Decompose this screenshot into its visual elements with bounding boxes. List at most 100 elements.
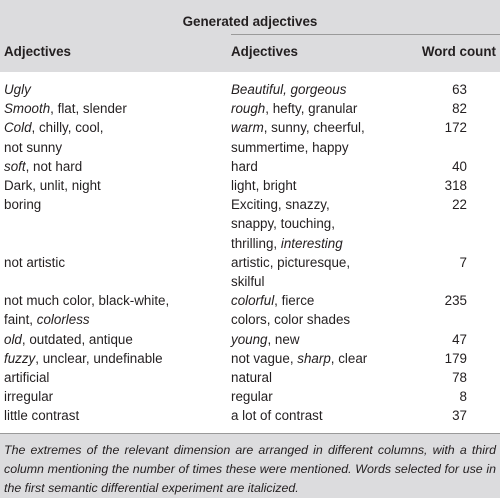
adjective-text: colors, color shades [231, 312, 351, 328]
adjective-text: , new [267, 331, 300, 347]
title-divider [231, 34, 500, 35]
positive-adjectives-cell: natural [231, 368, 426, 387]
adjective-text: artificial [4, 369, 50, 385]
italic-adjective: young [231, 331, 268, 347]
negative-adjectives-cell: Smooth, flat, slender [4, 99, 229, 118]
negative-adjectives-cell: fuzzy, unclear, undefinable [4, 349, 229, 368]
adjective-text: Exciting, snazzy, [231, 197, 330, 213]
positive-adjectives-cell: Exciting, snazzy, snappy, touching, thrill… [231, 195, 426, 253]
word-count-cell: 37 [452, 408, 467, 424]
table-row: Dark, unlit, night light, bright 318 [0, 176, 500, 195]
italic-adjective: interesting [280, 235, 343, 251]
word-count-cell: 22 [452, 197, 467, 213]
italic-adjective: Ugly [4, 82, 31, 97]
negative-adjectives-cell: Cold, chilly, cool, not sunny [4, 118, 229, 156]
italic-adjective: soft [4, 158, 26, 174]
table-body: Ugly Beautiful, gorgeous 63 Smooth, flat, s… [0, 80, 500, 425]
italic-adjective: warm [231, 120, 264, 136]
negative-adjectives-cell: little contrast [4, 406, 229, 425]
positive-adjectives-cell: a lot of contrast [231, 406, 426, 425]
table-footnote: The extremes of the relevant dimension a… [4, 443, 496, 495]
table-row: Ugly Beautiful, gorgeous 63 [0, 80, 500, 99]
negative-adjectives-cell: soft, not hard [4, 157, 229, 176]
adjective-text: , unclear, undefinable [35, 350, 163, 366]
adjective-text: not much color, black-white, [4, 293, 170, 309]
adjective-text: a lot of contrast [231, 408, 323, 424]
positive-adjectives-cell: warm, sunny, cheerful, summertime, happy [231, 118, 426, 156]
table-row: fuzzy, unclear, undefinable not vague, sh… [0, 349, 500, 368]
positive-adjectives-cell: colorful, fierce colors, color shades [231, 291, 426, 329]
table-row: artificial natural 78 [0, 368, 500, 387]
table-row: not much color, black-white, faint, color… [0, 291, 500, 329]
header-band [0, 0, 500, 72]
table-row: old, outdated, antique young, new 47 [0, 330, 500, 349]
positive-adjectives-cell: Beautiful, gorgeous [231, 80, 426, 99]
adjective-text: natural [231, 369, 272, 385]
positive-adjectives-cell: not vague, sharp, clear [231, 349, 426, 368]
adjective-text: , chilly, cool, [31, 120, 104, 136]
italic-adjective: rough [231, 101, 266, 117]
negative-adjectives-cell: old, outdated, antique [4, 330, 229, 349]
word-count-cell: 172 [444, 120, 467, 136]
table-row: Cold, chilly, cool, not sunny warm, sunny,… [0, 118, 500, 156]
adjective-text: boring [4, 197, 42, 213]
word-count-cell: 318 [444, 177, 467, 193]
word-count-cell: 8 [459, 389, 467, 405]
adjective-text: not sunny [4, 139, 63, 155]
adjective-text: little contrast [4, 408, 80, 424]
italic-adjective: colorful [231, 293, 275, 309]
adjective-text: , fierce [274, 293, 315, 309]
adjective-text: , flat, slender [50, 101, 127, 117]
positive-adjectives-cell: regular [231, 387, 426, 406]
italic-adjective: fuzzy [4, 350, 36, 366]
negative-adjectives-cell: boring [4, 195, 229, 214]
positive-adjectives-cell: hard [231, 157, 426, 176]
word-count-cell: 82 [452, 101, 467, 117]
adjective-text: snappy, touching, [231, 216, 335, 232]
positive-adjectives-cell: young, new [231, 330, 426, 349]
adjective-text: Dark, unlit, night [4, 177, 101, 193]
negative-adjectives-cell: not artistic [4, 253, 229, 272]
adjective-text: summertime, happy [231, 139, 349, 155]
negative-adjectives-cell: Ugly [4, 80, 229, 99]
word-count-cell: 78 [452, 369, 467, 385]
adjective-text: skilful [231, 273, 265, 289]
column-header-adjectives-negative: Adjectives [4, 44, 71, 59]
italic-adjective: sharp [297, 350, 331, 366]
column-header-word-count: Word count [421, 44, 496, 59]
adjective-text: hard [231, 158, 258, 174]
adjective-text: not vague, [231, 350, 298, 366]
italic-adjective: colorless [36, 312, 90, 328]
table-bottom-divider [0, 433, 500, 434]
adjective-text: , outdated, antique [21, 331, 133, 347]
table-row: not artistic artistic, picturesque, skilfu… [0, 253, 500, 291]
table-row: boring Exciting, snazzy, snappy, touching,… [0, 195, 500, 253]
adjective-text: , sunny, cheerful, [263, 120, 365, 136]
negative-adjectives-cell: irregular [4, 387, 229, 406]
positive-adjectives-cell: rough, hefty, granular [231, 99, 426, 118]
adjective-text: , hefty, granular [265, 101, 358, 117]
word-count-cell: 235 [444, 293, 467, 309]
negative-adjectives-cell: not much color, black-white, faint, color… [4, 291, 229, 329]
table-row: irregular regular 8 [0, 387, 500, 406]
adjective-text: regular [231, 389, 273, 405]
adjective-text: , not hard [25, 158, 83, 174]
italic-adjective: old [4, 331, 22, 347]
table-title: Generated adjectives [182, 14, 318, 29]
adjective-text: faint, [4, 312, 37, 328]
word-count-cell: 7 [459, 254, 467, 270]
positive-adjectives-cell: light, bright [231, 176, 426, 195]
italic-adjective: Cold [4, 120, 32, 136]
word-count-cell: 40 [452, 158, 467, 174]
italic-adjective: Smooth [4, 101, 51, 117]
positive-adjectives-cell: artistic, picturesque, skilful [231, 253, 426, 291]
negative-adjectives-cell: Dark, unlit, night [4, 176, 229, 195]
table-row: little contrast a lot of contrast 37 [0, 406, 500, 425]
column-header-adjectives-positive: Adjectives [231, 44, 298, 59]
adjective-text: light, bright [231, 177, 297, 193]
adjective-text: , clear [330, 350, 368, 366]
word-count-cell: 179 [444, 350, 467, 366]
adjective-text: thrilling, [231, 235, 281, 251]
italic-adjective: Beautiful, gorgeous [231, 82, 347, 97]
